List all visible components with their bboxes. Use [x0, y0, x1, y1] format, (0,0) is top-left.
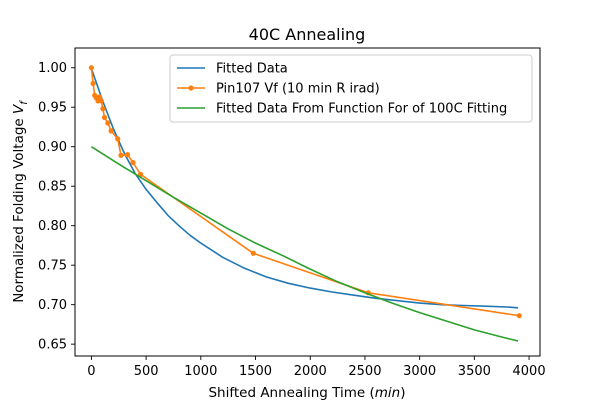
series-2-point [250, 250, 256, 256]
y-tick-label: 0.85 [38, 180, 67, 195]
series-2-point [98, 98, 104, 104]
series-2-point [124, 152, 131, 158]
plot-frame [74, 47, 541, 357]
legend-label-2: Pin107 Vf (10 min R irad) [216, 82, 380, 97]
y-tick-label: 0.90 [38, 140, 67, 155]
series-2-point [88, 65, 94, 71]
x-tick-label: 1500 [239, 364, 272, 379]
y-axis: 0.65 0.70 0.75 0.80 0.85 0.90 0.95 1.00 [38, 61, 75, 353]
series-2-point [516, 313, 522, 319]
y-axis-label-symbol: V [11, 103, 27, 114]
y-tick-label: 0.80 [38, 219, 67, 234]
legend-frame [169, 54, 533, 123]
x-tick-label: 3500 [458, 364, 491, 379]
y-axis-label-subscript: f [19, 100, 30, 105]
x-tick-label: 4000 [513, 364, 546, 379]
y-tick-label: 0.65 [38, 338, 67, 353]
y-tick-label: 0.75 [38, 259, 67, 274]
x-tick-label: 0 [87, 364, 95, 379]
series-2-point [100, 106, 106, 112]
series-line-1 [90, 68, 519, 309]
x-tick-label: 2000 [294, 364, 327, 379]
x-tick-label: 1000 [184, 364, 217, 379]
series-line-3 [90, 146, 519, 342]
legend-entries: Fitted Data Pin107 Vf (10 min R irad) Fitt… [177, 62, 507, 117]
y-axis-label: Normalized Folding Voltage Vf [11, 100, 30, 303]
series-2-point [118, 152, 124, 158]
x-axis-label: Shifted Annealing Time (min) [208, 385, 405, 400]
y-tick-label: 1.00 [38, 61, 67, 76]
series-2-point [108, 128, 114, 134]
series-2-point [115, 136, 121, 142]
series-2-point [90, 80, 96, 87]
x-tick-label: 500 [134, 364, 159, 379]
x-tick-label: 3000 [403, 364, 436, 379]
plot-series [88, 65, 522, 342]
legend-label-3: Fitted Data From Function For of 100C Fi… [216, 102, 507, 117]
x-axis: 0 500 1000 1500 2000 2500 3000 3500 4000 [87, 356, 546, 379]
legend-marker-2 [188, 85, 194, 91]
y-tick-label: 0.70 [38, 298, 67, 313]
series-2-point [105, 120, 111, 126]
y-tick-label: 0.95 [38, 101, 67, 116]
x-tick-label: 2500 [348, 364, 381, 379]
chart-title: 40C Annealing [249, 25, 366, 44]
series-2-point [130, 159, 136, 166]
series-2-point [97, 94, 103, 100]
x-axis-label-unit: min [375, 385, 400, 400]
y-axis-label-text: Normalized Folding Voltage [11, 118, 27, 303]
series-2-point [101, 114, 108, 121]
x-axis-label-text: Shifted Annealing Time [208, 385, 365, 400]
legend: Fitted Data Pin107 Vf (10 min R irad) Fitt… [169, 54, 533, 123]
legend-label-1: Fitted Data [216, 62, 288, 77]
